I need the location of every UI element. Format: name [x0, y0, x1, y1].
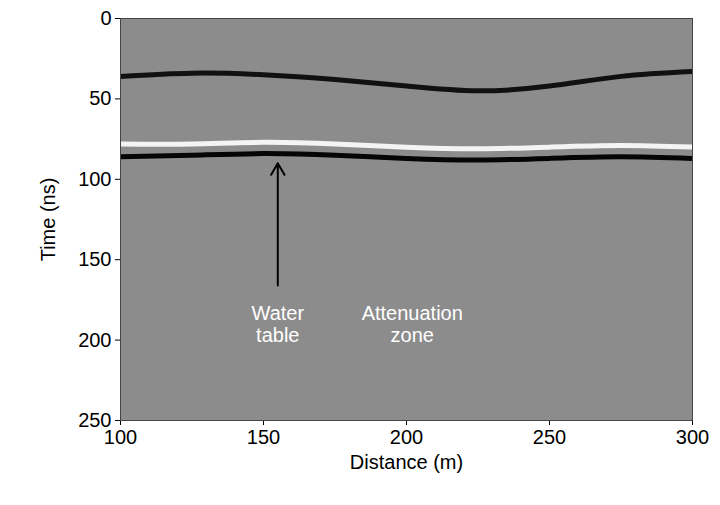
svg-text:Attenuationzone: Attenuationzone — [362, 302, 463, 346]
svg-text:Time (ns): Time (ns) — [37, 178, 59, 262]
svg-text:50: 50 — [89, 87, 111, 109]
svg-text:150: 150 — [78, 248, 111, 270]
svg-text:Distance (m): Distance (m) — [350, 451, 463, 473]
svg-text:0: 0 — [100, 7, 111, 29]
svg-text:250: 250 — [78, 409, 111, 431]
svg-text:100: 100 — [103, 425, 138, 448]
svg-text:100: 100 — [78, 168, 111, 190]
svg-text:300: 300 — [676, 426, 709, 448]
svg-text:150: 150 — [247, 426, 280, 448]
svg-text:200: 200 — [78, 329, 111, 351]
svg-text:Watertable: Watertable — [251, 302, 304, 346]
svg-text:250: 250 — [533, 426, 566, 448]
svg-text:200: 200 — [390, 426, 423, 448]
